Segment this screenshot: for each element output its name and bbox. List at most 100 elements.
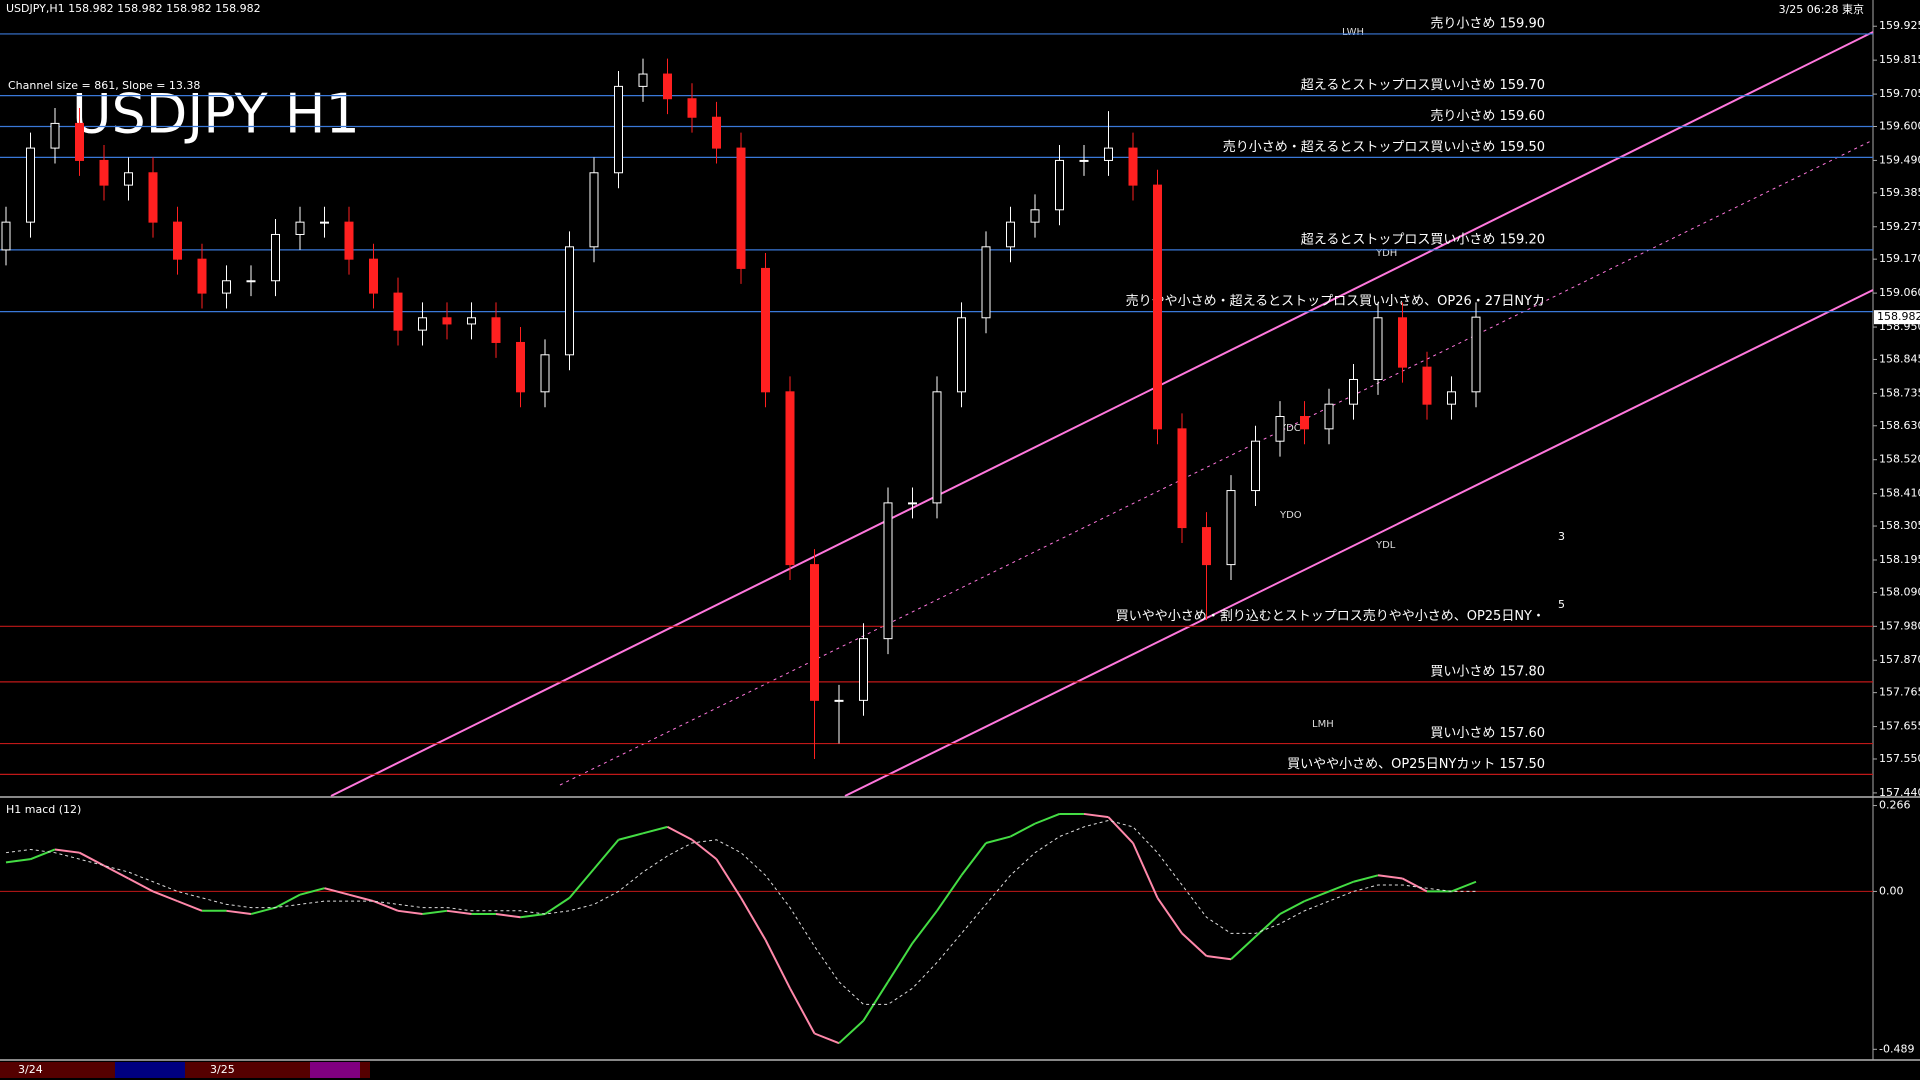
last-price-label: 158.982 <box>1877 310 1920 323</box>
macd-segment <box>960 842 987 876</box>
y-tick-label: 158.845 <box>1879 352 1920 365</box>
y-tick-label: 157.870 <box>1879 653 1920 666</box>
macd-segment <box>1034 813 1060 825</box>
candle-body <box>1128 147 1138 186</box>
candle-body <box>687 98 697 118</box>
y-tick-label: 158.735 <box>1879 386 1920 399</box>
y-tick-label: 158.630 <box>1879 419 1920 432</box>
subtitle: Channel size = 861, Slope = 13.38 <box>8 79 200 92</box>
macd-segment <box>985 835 1011 844</box>
macd-segment <box>54 848 80 854</box>
level-label: 買い小さめ 157.60 <box>1430 726 1545 741</box>
candle-body <box>1104 147 1113 161</box>
y-tick-label: 157.765 <box>1879 686 1920 699</box>
macd-segment <box>691 838 718 860</box>
candle-body <box>663 73 672 100</box>
y-tick-label: 0.00 <box>1879 884 1904 897</box>
candle-body <box>1471 316 1481 393</box>
level-label: 売りやや小さめ・超えるとストップロス買い小さめ、OP26・27日NYカ <box>1126 293 1545 309</box>
y-tick-label: 0.266 <box>1879 799 1911 812</box>
candle-body <box>565 246 574 356</box>
y-tick-label: 157.550 <box>1879 752 1920 765</box>
macd-segment <box>177 900 203 912</box>
macd-segment <box>79 851 105 867</box>
macd-segment <box>275 893 301 909</box>
candle-body <box>491 317 501 343</box>
macd-segment <box>814 1032 840 1045</box>
channel-line <box>330 31 1874 797</box>
candle-body <box>1300 416 1309 430</box>
candle-body <box>981 246 991 319</box>
candle-body <box>1 221 11 251</box>
candle-body <box>1324 403 1334 430</box>
candle-body <box>369 258 378 294</box>
candle-body <box>1006 221 1015 248</box>
macd-segment <box>520 913 546 919</box>
macd-segment <box>911 910 938 944</box>
candle-body <box>173 221 182 260</box>
candle-body <box>295 221 305 235</box>
marker: LMH <box>1312 719 1334 730</box>
macd-segment <box>1254 913 1281 938</box>
macd-segment <box>30 848 56 861</box>
macd-segment <box>422 909 448 916</box>
chart-title: USDJPY H1 <box>72 83 360 146</box>
macd-segment <box>495 913 521 919</box>
macd-segment <box>1010 822 1036 838</box>
candle-body <box>1349 378 1358 405</box>
date-label: 3/24 <box>18 1063 43 1076</box>
marker: YDC <box>1279 423 1301 434</box>
macd-segment <box>593 839 620 870</box>
candle-body <box>810 564 819 701</box>
date-bar <box>310 1062 360 1078</box>
level-label: 超えるとストップロス買い小さめ 159.70 <box>1301 78 1545 93</box>
macd-segment <box>838 1019 865 1044</box>
macd-segment <box>642 825 668 835</box>
y-tick-label: 158.410 <box>1879 487 1920 500</box>
candle-body <box>467 317 476 325</box>
candle-body <box>883 502 893 640</box>
y-tick-label: 159.705 <box>1879 87 1920 100</box>
y-tick-label: 158.195 <box>1879 553 1920 566</box>
candle-body <box>75 122 84 161</box>
macd-segment <box>373 900 399 912</box>
level-label: 売り小さめ 159.60 <box>1430 108 1545 124</box>
macd-segment <box>1353 874 1379 883</box>
y-tick-label: 158.520 <box>1879 453 1920 466</box>
channel-line <box>559 139 1874 786</box>
candle-body <box>344 221 354 260</box>
marker: YDH <box>1375 248 1397 259</box>
timestamp: 3/25 06:28 東京 <box>1779 2 1864 16</box>
macd-segment <box>397 909 423 916</box>
macd-segment <box>740 897 767 941</box>
candle-body <box>26 147 35 223</box>
candle-body <box>834 699 844 702</box>
candle-body <box>1226 490 1236 566</box>
level-label: 超えるとストップロス買い小さめ 159.20 <box>1301 232 1545 247</box>
candle-body <box>1177 428 1187 529</box>
macd-segment <box>667 825 693 841</box>
marker: YDL <box>1375 540 1396 551</box>
candle-body <box>785 391 795 566</box>
candle-body <box>957 317 966 393</box>
candle-body <box>124 172 133 186</box>
y-tick-label: 157.655 <box>1879 720 1920 733</box>
marker: 3 <box>1558 530 1565 543</box>
y-tick-label: 158.090 <box>1879 585 1920 598</box>
macd-segment <box>1402 877 1428 893</box>
macd-segment <box>715 858 742 899</box>
macd-segment <box>1132 842 1159 899</box>
date-bar <box>115 1062 185 1078</box>
macd-segment <box>1279 900 1305 915</box>
candle-body <box>761 267 770 393</box>
macd-segment <box>789 987 816 1034</box>
candle-body <box>1447 391 1456 405</box>
macd-segment <box>446 909 472 916</box>
marker: 5 <box>1558 598 1565 611</box>
candle-body <box>1251 440 1260 492</box>
candle-body <box>589 172 599 248</box>
candle-body <box>1398 317 1407 368</box>
channel-line <box>844 289 1874 797</box>
macd-segment <box>862 981 889 1022</box>
